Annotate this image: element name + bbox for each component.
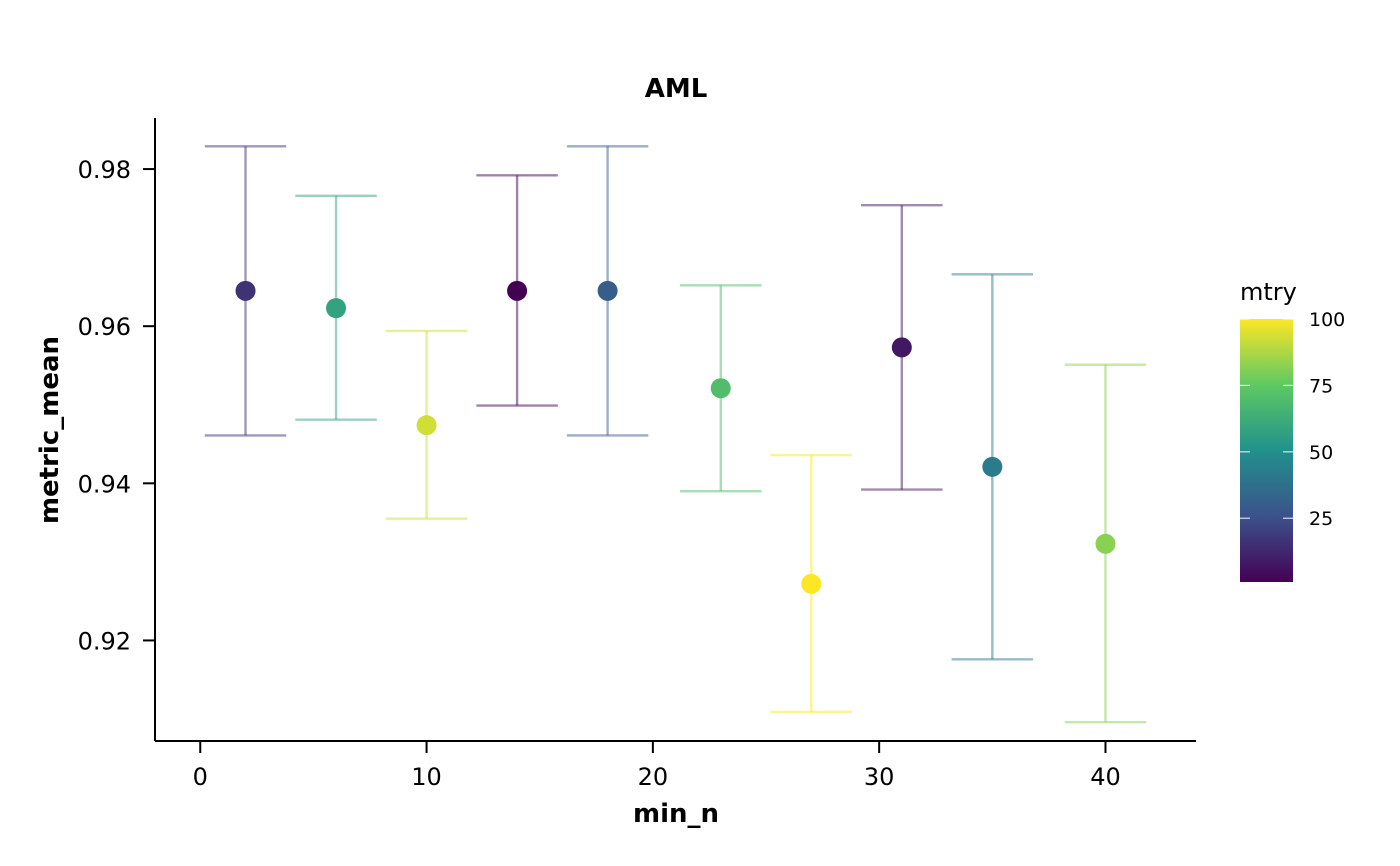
data-point	[982, 456, 1003, 477]
plot-area	[204, 145, 1147, 724]
data-point	[891, 337, 912, 358]
x-tick-label: 30	[864, 763, 895, 791]
x-tick-label: 40	[1090, 763, 1121, 791]
data-point	[801, 573, 822, 594]
y-tick-label: 0.98	[78, 156, 131, 184]
axes: 0 10 20 30 40 0.92 0.94 0.96 0.98	[78, 118, 1196, 791]
y-tick-label: 0.92	[78, 627, 131, 655]
legend-colorbar	[1240, 319, 1293, 582]
legend-tick-label: 50	[1309, 442, 1333, 464]
y-axis-title: metric_mean	[35, 336, 65, 524]
x-tick-label: 20	[638, 763, 669, 791]
legend-tick-label: 75	[1309, 375, 1333, 397]
legend: mtry 25 50 75 100	[1240, 278, 1345, 582]
legend-tick-label: 25	[1309, 508, 1333, 530]
x-axis-title: min_n	[633, 799, 719, 829]
data-point	[416, 415, 437, 436]
data-point	[597, 280, 618, 301]
y-tick-label: 0.96	[78, 313, 131, 341]
legend-title: mtry	[1240, 278, 1297, 306]
x-tick-label: 10	[411, 763, 442, 791]
legend-tick-label: 100	[1309, 309, 1345, 331]
y-tick-label: 0.94	[78, 470, 131, 498]
chart-title: AML	[645, 74, 708, 104]
data-point	[507, 280, 528, 301]
x-tick-label: 0	[193, 763, 208, 791]
data-point	[326, 298, 347, 319]
data-point	[1095, 533, 1116, 554]
data-point	[235, 280, 256, 301]
data-point	[710, 378, 731, 399]
